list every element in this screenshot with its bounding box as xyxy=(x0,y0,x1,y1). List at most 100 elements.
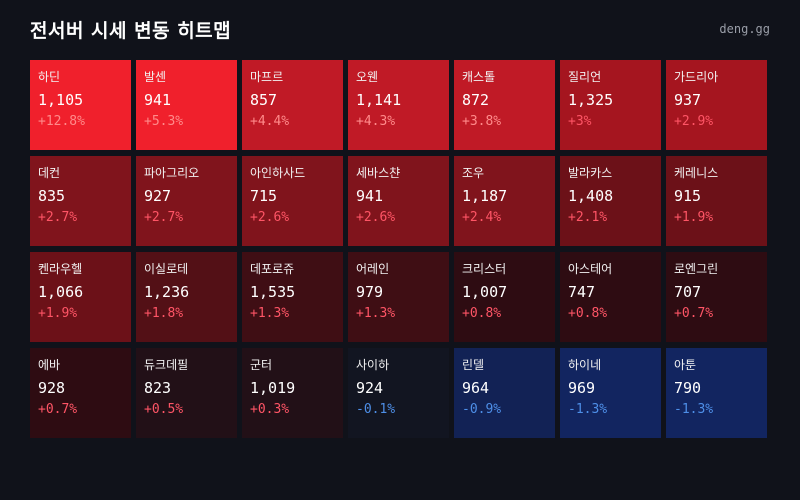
heatmap-tile[interactable]: 아인하사드 715 +2.6% xyxy=(242,156,343,246)
server-price: 872 xyxy=(462,91,490,109)
price-change: +2.6% xyxy=(250,210,290,225)
server-price: 1,187 xyxy=(462,187,508,205)
price-change: +3.8% xyxy=(462,114,502,129)
server-name: 파아그리오 xyxy=(144,166,200,180)
server-name: 켄라우헬 xyxy=(38,262,83,276)
heatmap-tile[interactable]: 조우 1,187 +2.4% xyxy=(454,156,555,246)
heatmap-grid: 하딘 1,105 +12.8% 발센 941 +5.3% 마프르 857 +4.4% 오웬 1,14… xyxy=(30,60,767,438)
server-name: 조우 xyxy=(462,166,485,180)
price-change: +2.9% xyxy=(674,114,714,129)
server-price: 835 xyxy=(38,187,66,205)
heatmap-tile[interactable]: 케레니스 915 +1.9% xyxy=(666,156,767,246)
heatmap-tile[interactable]: 어레인 979 +1.3% xyxy=(348,252,449,342)
server-name: 하딘 xyxy=(38,70,61,84)
server-name: 케레니스 xyxy=(674,166,719,180)
heatmap-tile[interactable]: 듀크데필 823 +0.5% xyxy=(136,348,237,438)
price-change: +0.8% xyxy=(462,306,502,321)
server-name: 듀크데필 xyxy=(144,358,189,372)
heatmap-tile[interactable]: 데컨 835 +2.7% xyxy=(30,156,131,246)
server-price: 941 xyxy=(144,91,172,109)
heatmap-tile[interactable]: 발센 941 +5.3% xyxy=(136,60,237,150)
server-name: 아스테어 xyxy=(568,262,613,276)
server-name: 군터 xyxy=(250,358,273,372)
server-name: 발라카스 xyxy=(568,166,613,180)
heatmap-tile[interactable]: 가드리아 937 +2.9% xyxy=(666,60,767,150)
server-price: 747 xyxy=(568,283,596,301)
server-price: 1,105 xyxy=(38,91,84,109)
server-name: 린델 xyxy=(462,358,485,372)
heatmap-tile[interactable]: 오웬 1,141 +4.3% xyxy=(348,60,449,150)
server-price: 927 xyxy=(144,187,172,205)
brand-label[interactable]: deng.gg xyxy=(719,22,770,36)
heatmap-tile[interactable]: 군터 1,019 +0.3% xyxy=(242,348,343,438)
heatmap-tile[interactable]: 켄라우헬 1,066 +1.9% xyxy=(30,252,131,342)
server-name: 가드리아 xyxy=(674,70,719,84)
heatmap-tile[interactable]: 마프르 857 +4.4% xyxy=(242,60,343,150)
price-change: +0.7% xyxy=(38,402,78,417)
server-name: 세바스챤 xyxy=(356,166,401,180)
server-price: 1,408 xyxy=(568,187,614,205)
server-name: 캐스톨 xyxy=(462,70,496,84)
header: 전서버 시세 변동 히트맵 deng.gg xyxy=(30,14,770,44)
server-name: 발센 xyxy=(144,70,167,84)
server-price: 1,325 xyxy=(568,91,614,109)
server-price: 979 xyxy=(356,283,384,301)
heatmap-tile[interactable]: 사이하 924 -0.1% xyxy=(348,348,449,438)
server-price: 969 xyxy=(568,379,596,397)
price-change: +2.4% xyxy=(462,210,502,225)
price-change: +1.3% xyxy=(250,306,290,321)
heatmap-tile[interactable]: 아스테어 747 +0.8% xyxy=(560,252,661,342)
heatmap-tile[interactable]: 데포로쥬 1,535 +1.3% xyxy=(242,252,343,342)
server-price: 790 xyxy=(674,379,702,397)
price-change: +2.7% xyxy=(38,210,78,225)
price-change: +0.5% xyxy=(144,402,184,417)
price-change: +5.3% xyxy=(144,114,184,129)
server-name: 아인하사드 xyxy=(250,166,306,180)
heatmap-tile[interactable]: 발라카스 1,408 +2.1% xyxy=(560,156,661,246)
heatmap-tile[interactable]: 린델 964 -0.9% xyxy=(454,348,555,438)
heatmap-tile[interactable]: 하딘 1,105 +12.8% xyxy=(30,60,131,150)
heatmap-tile[interactable]: 하이네 969 -1.3% xyxy=(560,348,661,438)
server-price: 964 xyxy=(462,379,490,397)
price-change: -1.3% xyxy=(568,402,608,417)
heatmap-tile[interactable]: 세바스챤 941 +2.6% xyxy=(348,156,449,246)
heatmap-tile[interactable]: 크리스터 1,007 +0.8% xyxy=(454,252,555,342)
server-name: 크리스터 xyxy=(462,262,507,276)
heatmap-tile[interactable]: 질리언 1,325 +3% xyxy=(560,60,661,150)
server-price: 928 xyxy=(38,379,66,397)
server-name: 로엔그린 xyxy=(674,262,719,276)
server-name: 사이하 xyxy=(356,358,390,372)
server-name: 에바 xyxy=(38,358,61,372)
price-change: +1.9% xyxy=(674,210,714,225)
price-change: -0.9% xyxy=(462,402,502,417)
heatmap-tile[interactable]: 캐스톨 872 +3.8% xyxy=(454,60,555,150)
heatmap-tile[interactable]: 로엔그린 707 +0.7% xyxy=(666,252,767,342)
server-price: 707 xyxy=(674,283,702,301)
server-name: 데포로쥬 xyxy=(250,262,295,276)
price-change: +1.9% xyxy=(38,306,78,321)
server-name: 오웬 xyxy=(356,70,379,84)
server-price: 1,236 xyxy=(144,283,190,301)
heatmap-tile[interactable]: 파아그리오 927 +2.7% xyxy=(136,156,237,246)
price-change: +2.7% xyxy=(144,210,184,225)
heatmap-tile[interactable]: 아툰 790 -1.3% xyxy=(666,348,767,438)
server-price: 1,007 xyxy=(462,283,508,301)
server-name: 이실로테 xyxy=(144,262,189,276)
price-change: +3% xyxy=(568,114,592,129)
page-title: 전서버 시세 변동 히트맵 xyxy=(30,19,232,42)
price-change: +1.3% xyxy=(356,306,396,321)
server-price: 1,019 xyxy=(250,379,296,397)
price-change: +1.8% xyxy=(144,306,184,321)
server-price: 1,535 xyxy=(250,283,296,301)
price-change: -1.3% xyxy=(674,402,714,417)
server-price: 1,141 xyxy=(356,91,402,109)
price-change: +0.7% xyxy=(674,306,714,321)
server-price: 1,066 xyxy=(38,283,84,301)
heatmap-tile[interactable]: 이실로테 1,236 +1.8% xyxy=(136,252,237,342)
server-name: 어레인 xyxy=(356,262,390,276)
server-price: 937 xyxy=(674,91,702,109)
price-change: +4.4% xyxy=(250,114,290,129)
heatmap-tile[interactable]: 에바 928 +0.7% xyxy=(30,348,131,438)
server-name: 아툰 xyxy=(674,358,697,372)
server-name: 하이네 xyxy=(568,358,602,372)
